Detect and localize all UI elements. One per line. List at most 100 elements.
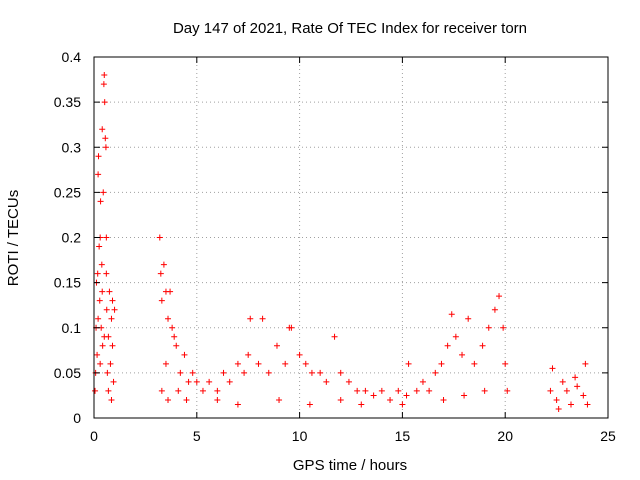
data-point [103, 234, 110, 241]
data-point [259, 315, 266, 322]
data-point [97, 360, 104, 367]
data-point [173, 342, 180, 349]
data-point [185, 378, 192, 385]
x-tick-label: 10 [292, 428, 308, 444]
data-point [103, 306, 110, 313]
y-tick-label: 0.3 [62, 139, 82, 155]
x-tick-label: 15 [395, 428, 411, 444]
data-point [199, 387, 206, 394]
y-tick-label: 0.15 [54, 275, 81, 291]
y-tick-label: 0.1 [62, 320, 82, 336]
data-point [387, 396, 394, 403]
data-point [354, 387, 361, 394]
data-point [491, 306, 498, 313]
data-point [214, 387, 221, 394]
data-point [98, 261, 105, 268]
data-point [157, 270, 164, 277]
data-point [106, 288, 113, 295]
data-point [189, 369, 196, 376]
data-point [378, 387, 385, 394]
data-point [282, 360, 289, 367]
data-point [547, 387, 554, 394]
data-point [101, 333, 108, 340]
data-point [403, 392, 410, 399]
data-point [100, 189, 107, 196]
data-point [193, 378, 200, 385]
data-point [302, 360, 309, 367]
y-tick-label: 0.35 [54, 94, 81, 110]
data-point [95, 153, 102, 160]
data-point [107, 360, 114, 367]
data-point [158, 297, 165, 304]
data-point [306, 401, 313, 408]
data-point [108, 396, 115, 403]
data-point [108, 315, 115, 322]
chart-title: Day 147 of 2021, Rate Of TEC Index for r… [173, 20, 527, 37]
data-point [500, 324, 507, 331]
data-point [395, 387, 402, 394]
data-point [94, 270, 101, 277]
data-point [481, 387, 488, 394]
data-point [370, 392, 377, 399]
data-point [574, 383, 581, 390]
data-point [167, 288, 174, 295]
data-point [111, 306, 118, 313]
data-point [97, 198, 104, 205]
y-tick-label: 0.4 [62, 49, 82, 65]
axis-ticks: 0 5 10 15 20 25 0 0.05 0.1 0.15 0.2 0.25 0.3 0.35 0.4 [54, 49, 616, 444]
data-point [567, 401, 574, 408]
data-point [496, 293, 503, 300]
data-point [100, 81, 107, 88]
data-point [247, 315, 254, 322]
data-point [459, 351, 466, 358]
data-point [265, 369, 272, 376]
data-point [323, 378, 330, 385]
x-tick-label: 25 [600, 428, 616, 444]
y-tick-label: 0.25 [54, 184, 81, 200]
data-point [181, 351, 188, 358]
data-point [276, 396, 283, 403]
data-point [169, 324, 176, 331]
data-point [448, 311, 455, 318]
data-point [95, 315, 102, 322]
data-point [288, 324, 295, 331]
data-point [438, 360, 445, 367]
data-points [92, 72, 591, 412]
data-point [255, 360, 262, 367]
x-tick-label: 5 [193, 428, 201, 444]
data-point [553, 396, 560, 403]
data-point [273, 342, 280, 349]
data-point [485, 324, 492, 331]
data-point [102, 135, 109, 142]
data-point [245, 351, 252, 358]
data-point [165, 396, 172, 403]
data-point [234, 401, 241, 408]
data-point [479, 342, 486, 349]
grid [94, 57, 608, 418]
data-point [171, 333, 178, 340]
data-point [358, 401, 365, 408]
data-point [96, 297, 103, 304]
data-point [563, 387, 570, 394]
data-point [175, 387, 182, 394]
data-point [337, 396, 344, 403]
y-tick-label: 0 [73, 410, 81, 426]
data-point [580, 392, 587, 399]
data-point [183, 396, 190, 403]
data-point [549, 365, 556, 372]
data-point [177, 369, 184, 376]
data-point [504, 387, 511, 394]
data-point [426, 387, 433, 394]
data-point [582, 360, 589, 367]
data-point [110, 378, 117, 385]
data-point [99, 126, 106, 133]
data-point [399, 401, 406, 408]
data-point [337, 369, 344, 376]
data-point [331, 333, 338, 340]
data-point [160, 261, 167, 268]
data-point [92, 387, 99, 394]
data-point [94, 351, 101, 358]
data-point [559, 378, 566, 385]
data-point [162, 360, 169, 367]
